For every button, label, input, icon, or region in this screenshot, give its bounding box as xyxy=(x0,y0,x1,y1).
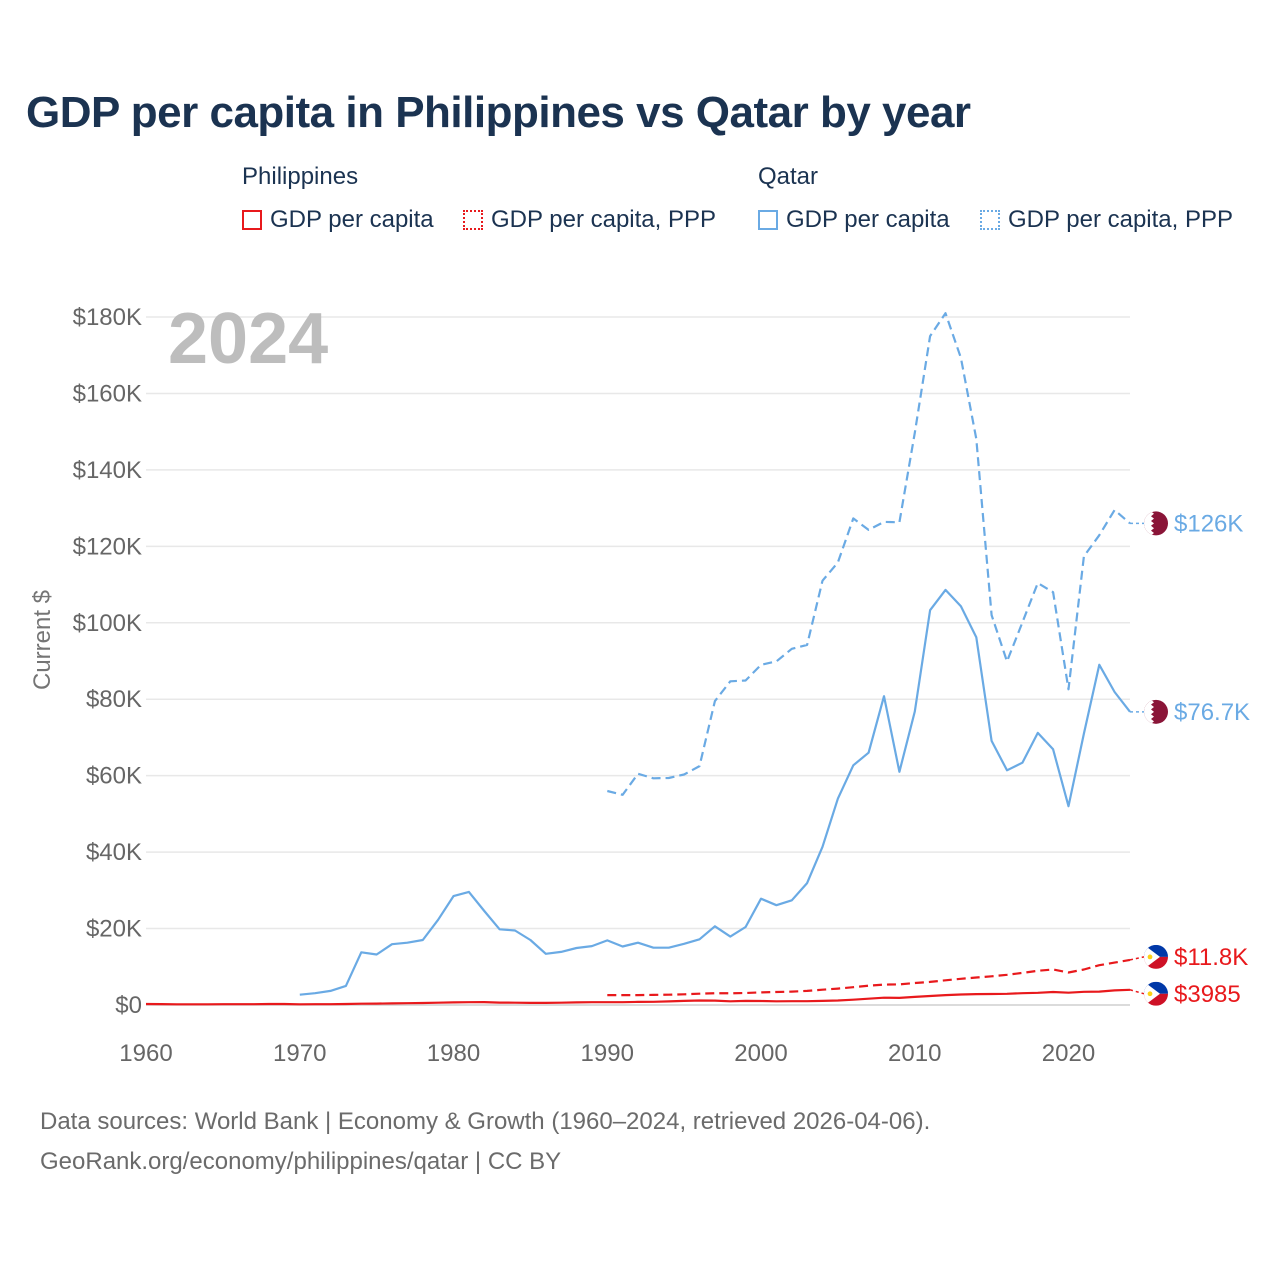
gridlines xyxy=(146,316,1130,1006)
end-value-label-phl_ppp: $11.8K xyxy=(1174,944,1248,971)
y-tick-label: $140K xyxy=(73,457,142,484)
legend-item-philippines-ppp[interactable]: GDP per capita, PPP xyxy=(463,206,716,234)
x-tick-label: 2010 xyxy=(888,1040,941,1067)
legend-swatch-solid-blue xyxy=(758,210,778,230)
end-value-label-qat_gdp: $76.7K xyxy=(1174,699,1250,726)
series-qat_gdp xyxy=(299,588,1131,996)
philippines-flag-icon xyxy=(1144,981,1168,1006)
y-tick-label: $100K xyxy=(73,610,142,637)
y-tick-label: $20K xyxy=(86,916,142,943)
footer-link[interactable]: GeoRank.org/economy/philippines/qatar | … xyxy=(40,1148,562,1175)
legend-label: GDP per capita xyxy=(270,206,434,233)
end-connector xyxy=(1129,989,1145,995)
x-tick-label: 1970 xyxy=(273,1040,326,1067)
x-tick-label: 1990 xyxy=(581,1040,634,1067)
x-tick-label: 1960 xyxy=(119,1040,172,1067)
legend-item-qatar-ppp[interactable]: GDP per capita, PPP xyxy=(980,206,1233,234)
y-tick-label: $0 xyxy=(115,992,142,1019)
legend-swatch-solid-red xyxy=(242,210,262,230)
series-qat_ppp xyxy=(607,312,1131,796)
y-tick-label: $120K xyxy=(73,533,142,560)
year-watermark: 2024 xyxy=(168,299,328,379)
x-tick-label: 2000 xyxy=(734,1040,787,1067)
legend-swatch-dotted-red xyxy=(463,210,483,230)
y-axis: $0 $20K $40K $60K $80K $100K $120K $140K $160K $1… xyxy=(73,304,142,1019)
y-tick-label: $180K xyxy=(73,304,142,331)
end-value-label-phl_gdp: $3985 xyxy=(1174,981,1241,1008)
legend-item-philippines-gdp[interactable]: GDP per capita xyxy=(242,206,434,234)
series-lines xyxy=(145,312,1131,1006)
y-tick-label: $60K xyxy=(86,763,142,790)
end-connector xyxy=(1129,956,1145,961)
qatar-flag-icon xyxy=(1144,699,1168,724)
series-phl_ppp xyxy=(607,958,1131,997)
end-markers: $126K $76.7K $11.8K $3985 xyxy=(1129,510,1250,1008)
legend-group-philippines: Philippines xyxy=(242,163,359,190)
page-title: GDP per capita in Philippines vs Qatar b… xyxy=(26,88,971,137)
x-axis: 1960 1970 1980 1990 2000 2010 2020 xyxy=(119,1040,1095,1067)
y-tick-label: $160K xyxy=(73,380,142,407)
philippines-flag-icon xyxy=(1144,944,1168,969)
x-tick-label: 1980 xyxy=(427,1040,480,1067)
end-value-label-qat_ppp: $126K xyxy=(1174,510,1243,537)
y-tick-label: $40K xyxy=(86,839,142,866)
footer-source: Data sources: World Bank | Economy & Gro… xyxy=(40,1108,931,1135)
legend-item-qatar-gdp[interactable]: GDP per capita xyxy=(758,206,950,234)
legend-label: GDP per capita, PPP xyxy=(491,206,716,233)
x-tick-label: 2020 xyxy=(1042,1040,1095,1067)
legend-swatch-dotted-blue xyxy=(980,210,1000,230)
legend-group-qatar: Qatar xyxy=(758,163,819,190)
legend-label: GDP per capita, PPP xyxy=(1008,206,1233,233)
legend-label: GDP per capita xyxy=(786,206,950,233)
y-tick-label: $80K xyxy=(86,686,142,713)
qatar-flag-icon xyxy=(1144,511,1168,536)
series-phl_gdp xyxy=(145,988,1131,1006)
y-axis-title: Current $ xyxy=(29,590,56,690)
